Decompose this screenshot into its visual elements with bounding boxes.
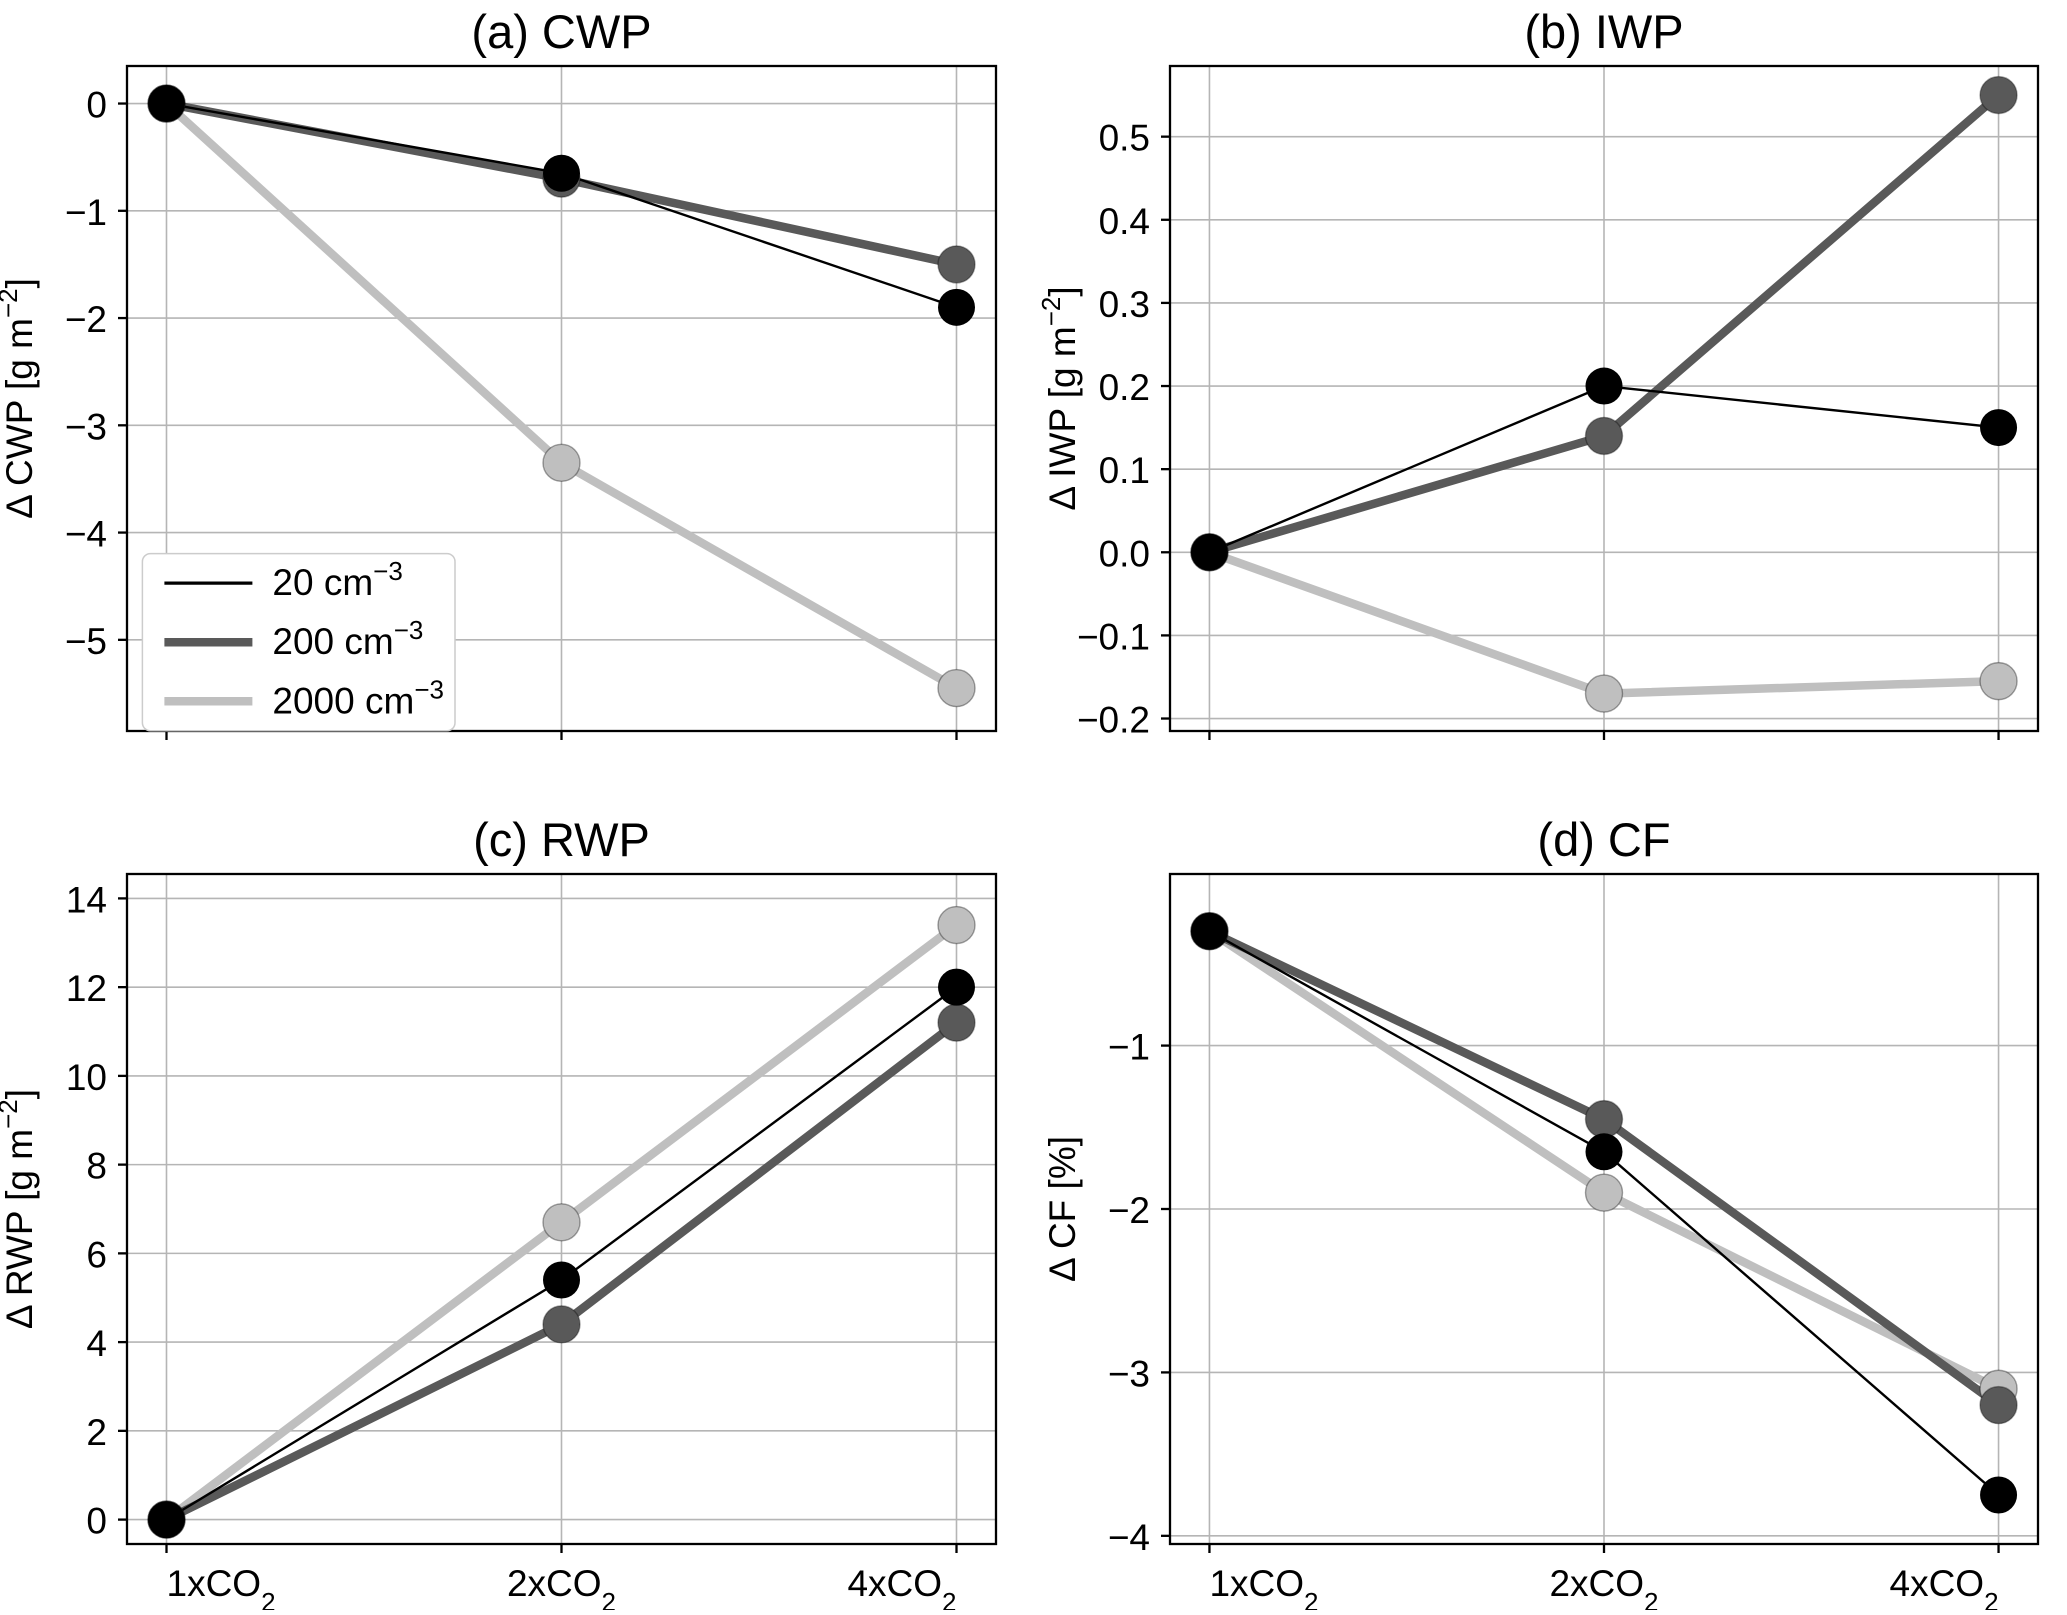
svg-text:−5: −5 <box>65 621 107 662</box>
svg-text:12: 12 <box>66 968 107 1009</box>
svg-text:4: 4 <box>86 1323 107 1364</box>
svg-text:0.4: 0.4 <box>1099 201 1150 242</box>
svg-text:14: 14 <box>66 879 107 920</box>
svg-text:1xCO2: 1xCO2 <box>1209 1563 1318 1610</box>
svg-text:(d) CF: (d) CF <box>1537 813 1670 866</box>
svg-text:6: 6 <box>86 1234 107 1275</box>
svg-text:(c) RWP: (c) RWP <box>473 813 650 866</box>
svg-text:(b) IWP: (b) IWP <box>1524 5 1683 58</box>
svg-text:0.3: 0.3 <box>1099 284 1150 325</box>
svg-text:2: 2 <box>86 1412 107 1453</box>
svg-text:8: 8 <box>86 1146 107 1187</box>
svg-text:−1: −1 <box>65 192 107 233</box>
svg-text:(a) CWP: (a) CWP <box>471 5 651 58</box>
svg-text:Δ CF [%]: Δ CF [%] <box>1042 1136 1083 1282</box>
svg-text:4xCO2: 4xCO2 <box>1890 1563 1999 1610</box>
svg-text:10: 10 <box>66 1057 107 1098</box>
svg-text:0.5: 0.5 <box>1099 118 1150 159</box>
svg-text:0.0: 0.0 <box>1099 533 1150 574</box>
svg-text:0: 0 <box>86 85 107 126</box>
svg-text:−2: −2 <box>65 299 107 340</box>
svg-text:0.1: 0.1 <box>1099 450 1150 491</box>
svg-text:4xCO2: 4xCO2 <box>847 1563 956 1610</box>
svg-text:−1: −1 <box>1108 1027 1150 1068</box>
svg-text:−3: −3 <box>1108 1353 1150 1394</box>
svg-text:−2: −2 <box>1108 1190 1150 1231</box>
svg-text:−0.2: −0.2 <box>1077 700 1150 741</box>
svg-text:0: 0 <box>86 1501 107 1542</box>
svg-text:2xCO2: 2xCO2 <box>507 1563 616 1610</box>
svg-text:−4: −4 <box>65 514 107 555</box>
svg-text:−3: −3 <box>65 406 107 447</box>
svg-text:−4: −4 <box>1108 1517 1150 1558</box>
svg-text:−0.1: −0.1 <box>1077 616 1150 657</box>
svg-text:1xCO2: 1xCO2 <box>167 1563 276 1610</box>
svg-text:0.2: 0.2 <box>1099 367 1150 408</box>
svg-text:2xCO2: 2xCO2 <box>1549 1563 1658 1610</box>
